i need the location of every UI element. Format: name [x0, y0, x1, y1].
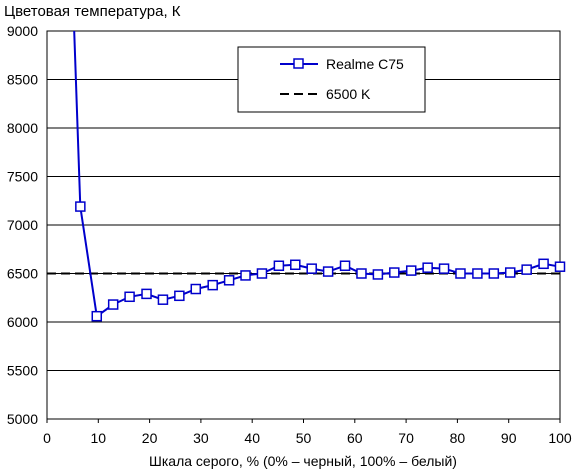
data-point-realme-c75: [75, 201, 86, 212]
plot-area-frame: [46, 30, 561, 420]
data-point-realme-c75: [290, 259, 301, 271]
legend-box: [237, 46, 426, 113]
data-point-realme-c75: [190, 283, 202, 295]
x-tick-label: 90: [501, 430, 517, 446]
data-point-realme-c75: [223, 275, 235, 286]
legend-label-6500k: 6500 K: [326, 86, 371, 102]
y-tick-label: 8000: [7, 120, 38, 136]
x-tick-label: 80: [450, 430, 466, 446]
data-point-realme-c75: [538, 258, 549, 270]
y-tick-label: 9000: [7, 23, 38, 39]
data-point-realme-c75: [91, 310, 103, 322]
y-tick-label: 6000: [7, 314, 38, 330]
data-point-realme-c75: [240, 270, 251, 281]
data-point-realme-c75: [273, 260, 285, 271]
data-point-realme-c75: [472, 268, 483, 279]
y-tick-label: 5000: [7, 411, 38, 427]
data-point-realme-c75: [207, 279, 218, 291]
data-point-realme-c75: [438, 263, 450, 274]
data-point-realme-c75: [356, 268, 367, 279]
data-point-realme-c75: [174, 290, 185, 302]
data-point-realme-c75: [124, 291, 135, 303]
y-tick-label: 7500: [7, 169, 38, 185]
y-tick-label: 5500: [7, 363, 38, 379]
data-point-realme-c75: [422, 262, 433, 273]
data-point-realme-c75: [306, 263, 317, 274]
x-tick-label: 70: [398, 430, 414, 446]
y-tick-label: 8500: [7, 72, 38, 88]
data-point-realme-c75: [141, 288, 152, 300]
y-tick-label: 7000: [7, 217, 38, 233]
x-tick-label: 0: [43, 430, 51, 446]
data-point-realme-c75: [554, 261, 566, 272]
x-tick-labels: 0 10 20 30 40 50 60 70 80 90 100: [43, 419, 572, 446]
x-tick-label: 60: [347, 430, 363, 446]
data-point-realme-c75: [372, 269, 384, 280]
data-point-realme-c75: [504, 267, 516, 278]
data-point-realme-c75: [488, 268, 500, 279]
data-point-realme-c75: [157, 294, 169, 305]
x-tick-label: 30: [193, 430, 209, 446]
data-point-realme-c75: [339, 260, 351, 271]
series-layer: [47, 30, 566, 322]
y-tick-labels: 5000 5500 6000 6500 7000 7500 8000 8500 9000: [7, 23, 38, 427]
legend-marker-realme: [293, 58, 304, 69]
x-tick-label: 50: [296, 430, 312, 446]
data-point-realme-c75: [389, 267, 400, 278]
x-tick-label: 10: [91, 430, 107, 446]
legend: Realme C75 6500 K: [237, 46, 426, 113]
legend-label-realme: Realme C75: [326, 56, 404, 72]
data-point-realme-c75: [256, 268, 268, 279]
x-tick-label: 40: [244, 430, 260, 446]
data-point-realme-c75: [405, 265, 417, 276]
grid-lines: [47, 79, 560, 371]
data-point-realme-c75: [521, 264, 532, 275]
data-point-realme-c75: [107, 299, 119, 310]
x-tick-label: 100: [548, 430, 572, 446]
data-point-realme-c75: [455, 268, 466, 279]
x-tick-label: 20: [142, 430, 158, 446]
x-axis-label: Шкала серого, % (0% – черный, 100% – бел…: [149, 453, 457, 469]
y-tick-label: 6500: [7, 266, 38, 282]
data-point-realme-c75: [322, 266, 334, 277]
chart-title: Цветовая температура, К: [4, 3, 181, 20]
